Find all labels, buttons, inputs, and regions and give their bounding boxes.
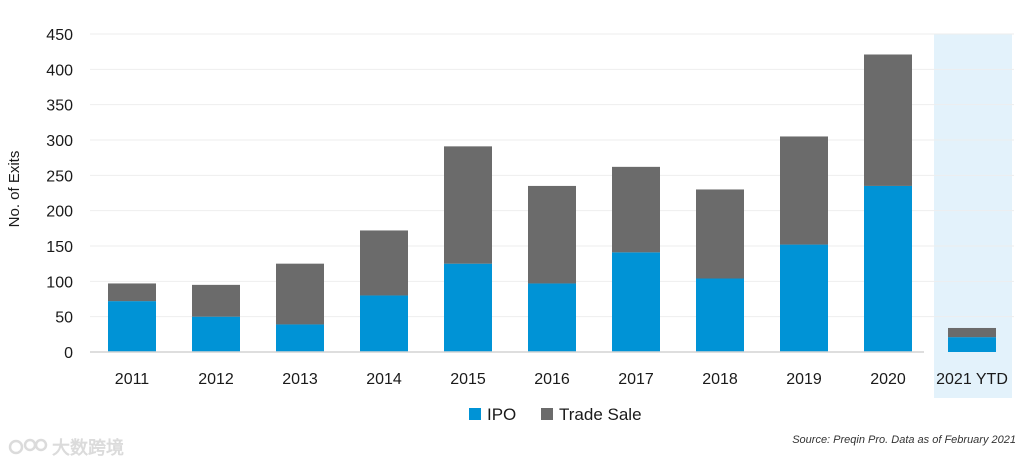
y-tick-label: 150 [46, 239, 73, 256]
bar-trade-sale [276, 263, 324, 325]
bar-ipo [696, 278, 744, 352]
x-tick-label: 2020 [870, 371, 906, 388]
y-tick-label: 100 [46, 274, 73, 291]
y-tick-label: 300 [46, 133, 73, 150]
bar-ipo [948, 337, 996, 352]
legend-label-ipo: IPO [487, 405, 516, 424]
x-tick-label: 2013 [282, 371, 318, 388]
bar-trade-sale [948, 327, 996, 338]
bar-ipo [444, 263, 492, 352]
bar-trade-sale [696, 189, 744, 279]
bar-ipo [864, 185, 912, 352]
x-tick-label: 2017 [618, 371, 654, 388]
bar-trade-sale [192, 284, 240, 317]
bar-ipo [612, 252, 660, 352]
bar-ipo [192, 316, 240, 352]
x-tick-labels: 2011 2012 2013 2014 2015 2016 2017 2018 2019 2020… [115, 371, 1008, 388]
x-tick-label: 2016 [534, 371, 570, 388]
x-tick-label: 2015 [450, 371, 486, 388]
watermark-logo-icon [8, 438, 48, 455]
legend: IPO Trade Sale [469, 405, 642, 424]
y-tick-label: 50 [55, 310, 73, 327]
bar-trade-sale [528, 185, 576, 284]
legend-label-trade-sale: Trade Sale [559, 405, 642, 424]
bar-trade-sale [780, 136, 828, 245]
legend-swatch-trade-sale [541, 408, 553, 420]
watermark: 大数跨境 [8, 434, 124, 460]
bar-trade-sale [864, 54, 912, 186]
watermark-text: 大数跨境 [52, 438, 124, 459]
bar-trade-sale [108, 283, 156, 302]
bar-trade-sale [444, 146, 492, 264]
y-tick-labels: 0 50 100 150 200 250 300 350 400 450 [46, 27, 73, 362]
bars [108, 54, 996, 352]
bar-trade-sale [360, 230, 408, 296]
bar-trade-sale [612, 166, 660, 253]
bar-ipo [360, 295, 408, 352]
bar-ipo [276, 324, 324, 352]
x-tick-label: 2019 [786, 371, 822, 388]
y-tick-label: 250 [46, 168, 73, 185]
y-tick-label: 200 [46, 204, 73, 221]
y-axis-title: No. of Exits [6, 151, 23, 228]
bar-ipo [780, 244, 828, 352]
x-tick-label: 2021 YTD [936, 371, 1008, 388]
x-tick-label: 2011 [115, 371, 150, 388]
source-note: Source: Preqin Pro. Data as of February … [792, 434, 1016, 446]
legend-swatch-ipo [469, 408, 481, 420]
y-tick-label: 0 [64, 345, 73, 362]
bar-ipo [108, 301, 156, 352]
y-tick-label: 350 [46, 98, 73, 115]
x-tick-label: 2014 [366, 371, 402, 388]
x-tick-label: 2012 [198, 371, 234, 388]
bar-ipo [528, 283, 576, 352]
y-tick-label: 400 [46, 62, 73, 79]
x-tick-label: 2018 [702, 371, 738, 388]
y-tick-label: 450 [46, 27, 73, 44]
